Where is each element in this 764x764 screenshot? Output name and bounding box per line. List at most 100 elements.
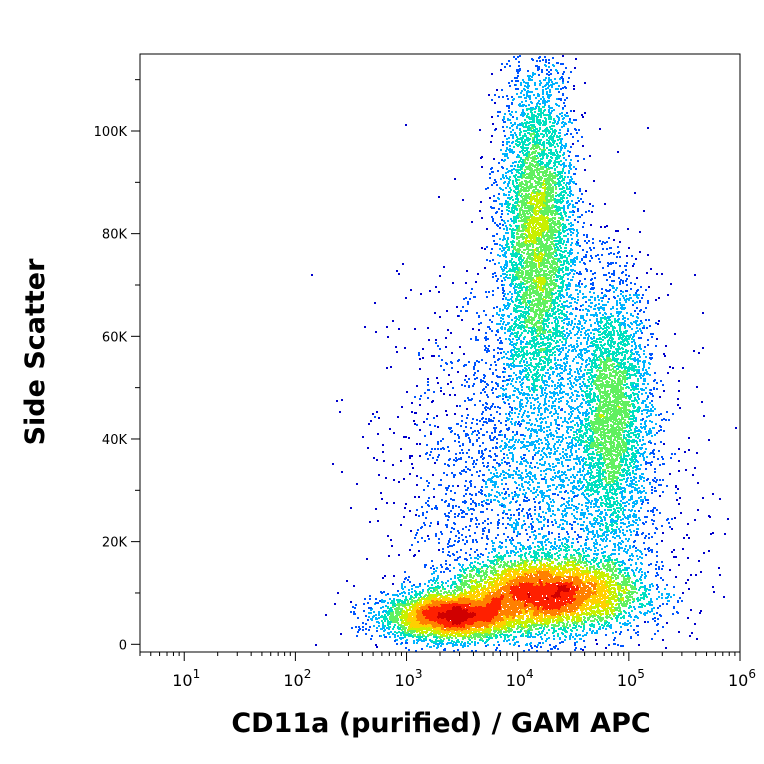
event-dot bbox=[448, 612, 450, 614]
event-dot bbox=[424, 608, 426, 610]
event-dot bbox=[414, 618, 416, 620]
event-dot bbox=[368, 607, 370, 609]
event-dot bbox=[473, 628, 475, 630]
event-dot bbox=[391, 610, 393, 612]
event-dot bbox=[488, 600, 490, 602]
event-dot bbox=[583, 603, 585, 605]
event-dot bbox=[474, 642, 476, 644]
event-dot bbox=[413, 609, 415, 611]
event-dot bbox=[433, 626, 435, 628]
event-dot bbox=[383, 591, 385, 593]
event-dot bbox=[541, 558, 543, 560]
event-dot bbox=[365, 633, 367, 635]
event-dot bbox=[400, 619, 402, 621]
event-dot bbox=[379, 600, 381, 602]
event-dot bbox=[477, 562, 479, 564]
event-dot bbox=[560, 549, 562, 551]
event-dot bbox=[412, 623, 414, 625]
event-dot bbox=[473, 592, 475, 594]
event-dot bbox=[457, 649, 459, 651]
event-dot bbox=[440, 596, 442, 598]
event-dot bbox=[463, 612, 465, 614]
event-dot bbox=[484, 578, 486, 580]
event-dot bbox=[562, 622, 564, 624]
event-dot bbox=[404, 615, 406, 617]
event-dot bbox=[453, 627, 455, 629]
event-dot bbox=[448, 599, 450, 601]
event-dot bbox=[618, 613, 620, 615]
event-dot bbox=[385, 605, 387, 607]
event-dot bbox=[497, 601, 499, 603]
event-dot bbox=[614, 637, 616, 639]
event-dot bbox=[537, 612, 539, 614]
event-dot bbox=[561, 561, 563, 563]
event-dot bbox=[622, 560, 624, 562]
event-dot bbox=[460, 586, 462, 588]
event-dot bbox=[517, 604, 519, 606]
event-dot bbox=[362, 626, 364, 628]
event-dot bbox=[489, 616, 491, 618]
event-dot bbox=[474, 644, 476, 646]
event-dot bbox=[405, 596, 407, 598]
event-dot bbox=[480, 613, 482, 615]
event-dot bbox=[411, 606, 413, 608]
event-dot bbox=[392, 612, 394, 614]
event-dot bbox=[438, 599, 440, 601]
event-dot bbox=[387, 620, 389, 622]
event-dot bbox=[646, 612, 648, 614]
event-dot bbox=[463, 619, 465, 621]
event-dot bbox=[634, 582, 636, 584]
event-dot bbox=[482, 640, 484, 642]
event-dot bbox=[501, 618, 503, 620]
event-dot bbox=[411, 630, 413, 632]
event-dot bbox=[592, 571, 594, 573]
event-dot bbox=[673, 586, 675, 588]
event-dot bbox=[468, 626, 470, 628]
event-dot bbox=[396, 594, 398, 596]
event-dot bbox=[653, 607, 655, 609]
event-dot bbox=[503, 617, 505, 619]
event-dot bbox=[362, 622, 364, 624]
event-dot bbox=[478, 623, 480, 625]
event-dot bbox=[450, 602, 452, 604]
event-dot bbox=[469, 623, 471, 625]
event-dot bbox=[350, 601, 352, 603]
event-dot bbox=[428, 580, 430, 582]
event-dot bbox=[463, 597, 465, 599]
event-dot bbox=[629, 577, 631, 579]
event-dot bbox=[638, 606, 640, 608]
event-dot bbox=[444, 618, 446, 620]
event-dot bbox=[506, 563, 508, 565]
event-dot bbox=[548, 637, 550, 639]
event-dot bbox=[442, 627, 444, 629]
event-dot bbox=[418, 621, 420, 623]
event-dot bbox=[445, 563, 447, 565]
event-dot bbox=[389, 621, 391, 623]
event-dot bbox=[549, 644, 551, 646]
event-dot bbox=[567, 603, 569, 605]
event-dot bbox=[414, 613, 416, 615]
event-dot bbox=[450, 593, 452, 595]
event-dot bbox=[453, 599, 455, 601]
event-dot bbox=[506, 640, 508, 642]
event-dot bbox=[466, 592, 468, 594]
event-dot bbox=[633, 619, 635, 621]
event-dot bbox=[436, 627, 438, 629]
event-dot bbox=[492, 599, 494, 601]
event-dot bbox=[400, 638, 402, 640]
event-dot bbox=[409, 581, 411, 583]
event-dot bbox=[448, 551, 450, 553]
event-dot bbox=[513, 624, 515, 626]
event-dot bbox=[337, 592, 339, 594]
event-dot bbox=[427, 585, 429, 587]
event-dot bbox=[437, 631, 439, 633]
event-dot bbox=[417, 599, 419, 601]
event-dot bbox=[413, 628, 415, 630]
event-dot bbox=[465, 630, 467, 632]
event-dot bbox=[459, 606, 461, 608]
event-dot bbox=[431, 622, 433, 624]
event-dot bbox=[605, 628, 607, 630]
event-dot bbox=[679, 597, 681, 599]
event-dot bbox=[564, 575, 566, 577]
event-dot bbox=[480, 611, 482, 613]
